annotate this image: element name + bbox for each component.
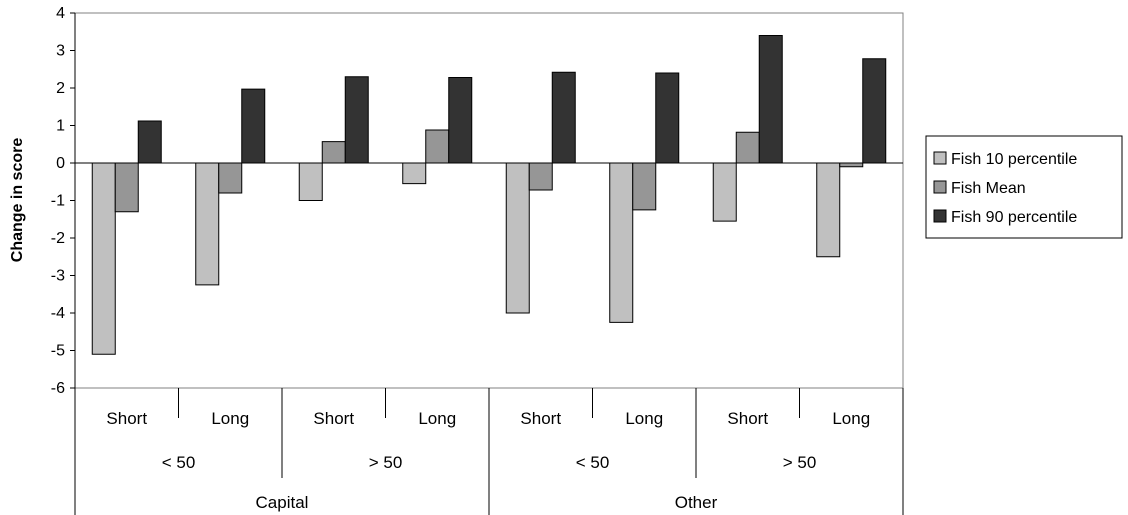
bar-fish-90-percentile [241, 88, 266, 164]
bar-fish-mean [528, 162, 553, 191]
legend-swatch [933, 151, 947, 165]
x-category-label: Long [418, 409, 456, 428]
y-axis: 4 3 2 1 0 -1 -2 -3 -4 -5 -6 [51, 5, 75, 397]
x-category-label: Short [727, 409, 768, 428]
legend-swatch [933, 209, 947, 223]
bar-fish-mean [114, 162, 139, 213]
bar-fish-mean [218, 162, 243, 194]
bar-fish-mean [839, 162, 864, 168]
y-tick-label: 2 [56, 80, 65, 97]
legend: Fish 10 percentile Fish Mean Fish 90 perce… [925, 135, 1123, 239]
y-tick-label: -5 [51, 343, 65, 360]
legend-label: Fish Mean [951, 180, 1026, 197]
bar-fish-10-percentile [712, 162, 737, 222]
y-tick-label: -1 [51, 193, 65, 210]
x-supergroup-label: Capital [256, 493, 309, 512]
bar-fish-90-percentile [551, 71, 576, 164]
bar-fish-mean [632, 162, 657, 211]
bar-fish-10-percentile [816, 162, 841, 258]
x-group-label: > 50 [783, 453, 817, 472]
bar-fish-10-percentile [298, 162, 323, 201]
bar-fish-10-percentile [402, 162, 427, 185]
y-tick-label: -4 [51, 305, 65, 322]
x-category-label: Long [211, 409, 249, 428]
bar-fish-mean [425, 129, 450, 164]
legend-swatch [933, 180, 947, 194]
x-category-label: Short [520, 409, 561, 428]
legend-label: Fish 10 percentile [951, 151, 1077, 168]
y-tick-label: -3 [51, 268, 65, 285]
bar-fish-mean [321, 141, 346, 164]
x-group-label: < 50 [576, 453, 610, 472]
y-tick-label: 4 [56, 5, 65, 22]
bar-fish-90-percentile [448, 77, 473, 164]
bars [75, 35, 903, 355]
x-category-label: Short [313, 409, 354, 428]
bar-fish-10-percentile [195, 162, 220, 286]
bar-fish-mean [735, 131, 760, 164]
y-tick-label: 1 [56, 118, 65, 135]
x-axis: Short Long Short Long Short Long Short Long < 50… [74, 13, 904, 515]
x-supergroup-label: Other [675, 493, 718, 512]
bar-fish-10-percentile [91, 162, 116, 355]
bar-fish-10-percentile [505, 162, 530, 314]
y-tick-label: -2 [51, 230, 65, 247]
legend-frame [925, 135, 1123, 239]
y-tick-label: 3 [56, 43, 65, 60]
bar-fish-90-percentile [137, 120, 162, 164]
y-tick-label: -6 [51, 380, 65, 397]
x-category-label: Short [106, 409, 147, 428]
bar-fish-90-percentile [344, 76, 369, 164]
bar-fish-90-percentile [655, 72, 680, 164]
bar-fish-10-percentile [609, 162, 634, 323]
y-tick-label: 0 [56, 155, 65, 172]
x-category-label: Long [625, 409, 663, 428]
legend-label: Fish 90 percentile [951, 209, 1077, 226]
x-group-label: > 50 [369, 453, 403, 472]
bar-fish-90-percentile [862, 58, 887, 164]
bar-fish-90-percentile [758, 35, 783, 164]
y-axis-title: Change in score [9, 138, 26, 263]
x-group-label: < 50 [162, 453, 196, 472]
x-category-label: Long [832, 409, 870, 428]
